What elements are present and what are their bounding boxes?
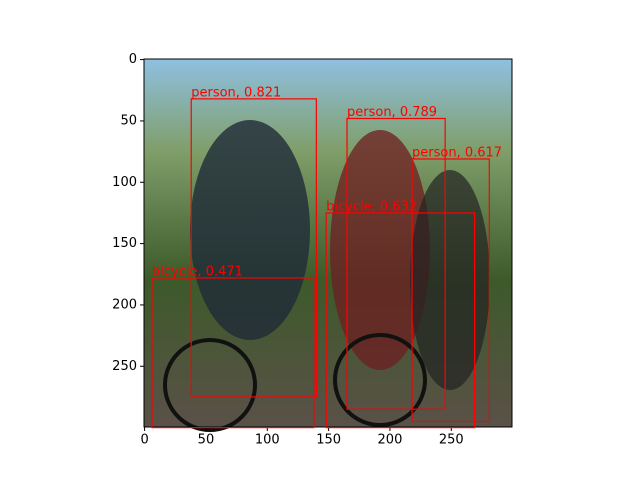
detection-label: person, 0.617 <box>412 145 502 160</box>
detection-box <box>151 277 315 429</box>
detection-box <box>325 212 476 429</box>
detection-box <box>346 117 446 410</box>
detection-box <box>190 98 317 398</box>
y-tick-label: 150 <box>112 236 137 251</box>
x-tick-label: 0 <box>140 433 148 448</box>
y-tick-label: 200 <box>112 297 137 312</box>
y-tick-label: 0 <box>129 52 137 67</box>
detection-label: person, 0.821 <box>191 85 281 100</box>
detection-box <box>411 158 490 423</box>
axes-frame <box>143 58 513 428</box>
detection-label: bicycle, 0.471 <box>152 264 243 279</box>
detection-label: bicycle, 0.632 <box>326 199 417 214</box>
photo <box>144 59 512 432</box>
y-tick-label: 250 <box>112 359 137 374</box>
y-tick-label: 50 <box>120 113 137 128</box>
x-tick-label: 250 <box>439 433 464 448</box>
x-tick-label: 150 <box>316 433 341 448</box>
detection-label: person, 0.789 <box>347 105 437 120</box>
x-tick-label: 100 <box>255 433 280 448</box>
x-tick-label: 50 <box>198 433 215 448</box>
y-tick-label: 100 <box>112 175 137 190</box>
x-tick-label: 200 <box>378 433 403 448</box>
